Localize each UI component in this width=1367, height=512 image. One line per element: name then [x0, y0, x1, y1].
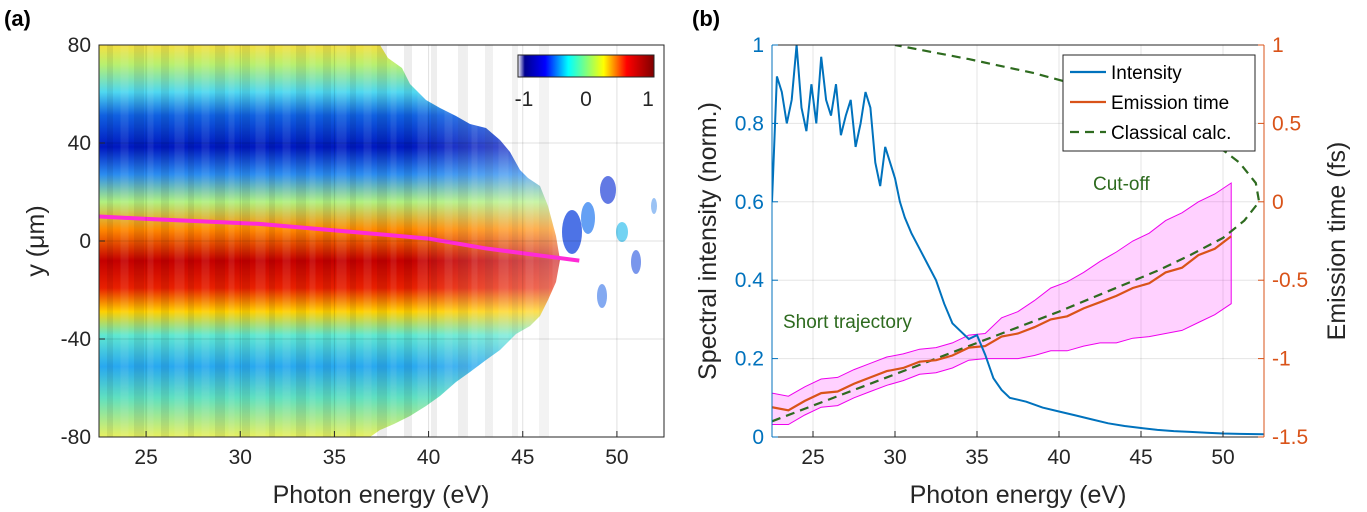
legend-label-classical-calc: Classical calc.	[1111, 123, 1231, 144]
legend-label-emission-time: Emission time	[1111, 93, 1229, 114]
y-tick-label-right: -1.5	[1272, 426, 1308, 449]
legend: Intensity Emission time Classical calc.	[1062, 54, 1256, 152]
y-tick-label-left: 0.2	[735, 348, 764, 371]
emission-time-line	[772, 235, 1232, 412]
colorbar-tick-label: 1	[642, 88, 654, 111]
x-tick-label: 50	[605, 446, 628, 469]
colorbar-tick-label: 0	[580, 88, 592, 111]
annotation-cutoff: Cut-off	[1093, 174, 1150, 195]
x-tick-label: 40	[417, 446, 440, 469]
x-tick-label: 30	[229, 446, 252, 469]
x-ticks-a: 25 30 35 40 45 50	[134, 431, 629, 469]
y-tick-label-right: -0.5	[1272, 269, 1308, 292]
y-ticks-left: 0 0.2 0.4 0.6 0.8 1	[735, 34, 778, 449]
x-tick-label: 45	[1129, 446, 1152, 469]
y-tick-label: -40	[61, 328, 91, 351]
ridge-line	[99, 214, 580, 263]
y-tick-label-right: 1	[1272, 34, 1284, 57]
x-tick-label: 35	[323, 446, 346, 469]
y-tick-label-left: 0.4	[735, 269, 765, 292]
x-ticks-b: 25 30 35 40 45 50	[801, 431, 1235, 469]
x-axis-label-b: Photon energy (eV)	[910, 481, 1127, 509]
x-tick-label: 25	[134, 446, 157, 469]
y-tick-label-left: 0.6	[735, 191, 764, 214]
heatmap-islands	[562, 176, 657, 308]
x-tick-label: 40	[1047, 446, 1070, 469]
y-tick-label-right: -1	[1272, 348, 1291, 371]
annotation-short-trajectory: Short trajectory	[783, 312, 912, 333]
y-tick-label: 80	[68, 34, 91, 57]
heatmap	[99, 45, 664, 437]
y-axis-label-right: Emission time (fs)	[1323, 142, 1351, 341]
colorbar-tick-label: -1	[515, 88, 534, 111]
y-tick-label-right: 0	[1272, 191, 1284, 214]
y-tick-label-left: 0	[752, 426, 764, 449]
y-tick-label-left: 0.8	[735, 112, 764, 135]
panel-label-a: (a)	[4, 6, 31, 31]
x-tick-label: 30	[883, 446, 906, 469]
colorbar-ticks: -1 0 1	[515, 88, 654, 111]
y-tick-label: 40	[68, 132, 91, 155]
colorbar	[517, 54, 655, 78]
panel-label-b: (b)	[692, 6, 720, 31]
legend-label-intensity: Intensity	[1111, 63, 1182, 84]
y-ticks-a: -80 -40 0 40 80	[61, 34, 105, 449]
x-tick-label: 50	[1211, 446, 1234, 469]
x-tick-label: 45	[511, 446, 534, 469]
y-tick-label-right: 0.5	[1272, 112, 1301, 135]
x-tick-label: 35	[965, 446, 988, 469]
y-tick-label: 0	[79, 230, 91, 253]
y-tick-label: -80	[61, 426, 91, 449]
y-ticks-right: -1.5 -1 -0.5 0 0.5 1	[1258, 34, 1308, 449]
y-axis-label-a: y (μm)	[22, 205, 50, 276]
x-axis-label-a: Photon energy (eV)	[273, 481, 490, 509]
y-axis-label-left: Spectral intensity (norm.)	[694, 102, 722, 380]
emission-time-uncertainty-band	[772, 182, 1232, 425]
y-tick-label-left: 1	[752, 34, 764, 57]
x-tick-label: 25	[801, 446, 824, 469]
intensity-line	[772, 45, 1264, 436]
